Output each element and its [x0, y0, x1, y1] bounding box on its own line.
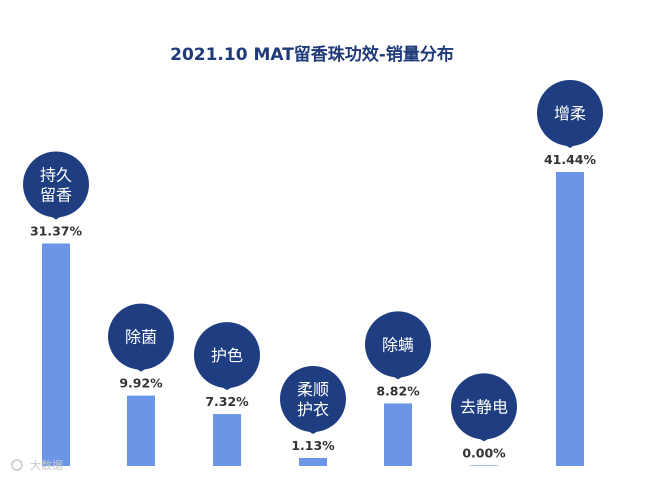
- pin-marker-5: [451, 373, 517, 440]
- category-label-1-0: 除菌: [125, 328, 157, 347]
- value-label-1: 9.92%: [119, 376, 163, 391]
- category-label-6-0: 增柔: [554, 104, 586, 123]
- pin-marker-2: [194, 322, 260, 389]
- watermark: 大数据: [11, 458, 63, 472]
- value-label-2: 7.32%: [205, 394, 249, 409]
- category-label-3-0: 柔顺: [297, 380, 329, 399]
- value-label-0: 31.37%: [30, 223, 83, 238]
- category-label-0-0: 持久: [40, 165, 72, 184]
- pin-marker-6: [537, 80, 603, 146]
- bar-4: [384, 403, 412, 466]
- bar-5: [470, 465, 498, 466]
- category-label-0-1: 留香: [40, 185, 72, 204]
- pin-marker-1: [108, 303, 174, 370]
- bar-1: [127, 395, 155, 466]
- value-label-4: 8.82%: [376, 383, 420, 398]
- watermark-logo-icon: [11, 459, 23, 471]
- pin-marker-3: [280, 365, 346, 432]
- pin-marker-4: [365, 311, 431, 378]
- bar-0: [42, 243, 70, 466]
- pin-marker-0: [23, 151, 89, 218]
- chart-title: 2021.10 MAT留香珠功效-销量分布: [170, 44, 454, 65]
- category-label-4-0: 除螨: [382, 335, 414, 354]
- value-label-6: 41.44%: [544, 152, 597, 167]
- watermark-text: 大数据: [30, 458, 63, 472]
- category-label-5-0: 去静电: [460, 397, 508, 416]
- bar-6: [556, 172, 584, 466]
- value-label-3: 1.13%: [291, 438, 335, 453]
- category-label-3-1: 护衣: [297, 400, 329, 419]
- bar-2: [213, 414, 241, 466]
- value-label-5: 0.00%: [462, 445, 506, 460]
- category-label-2-0: 护色: [211, 346, 243, 365]
- bar-3: [299, 457, 327, 466]
